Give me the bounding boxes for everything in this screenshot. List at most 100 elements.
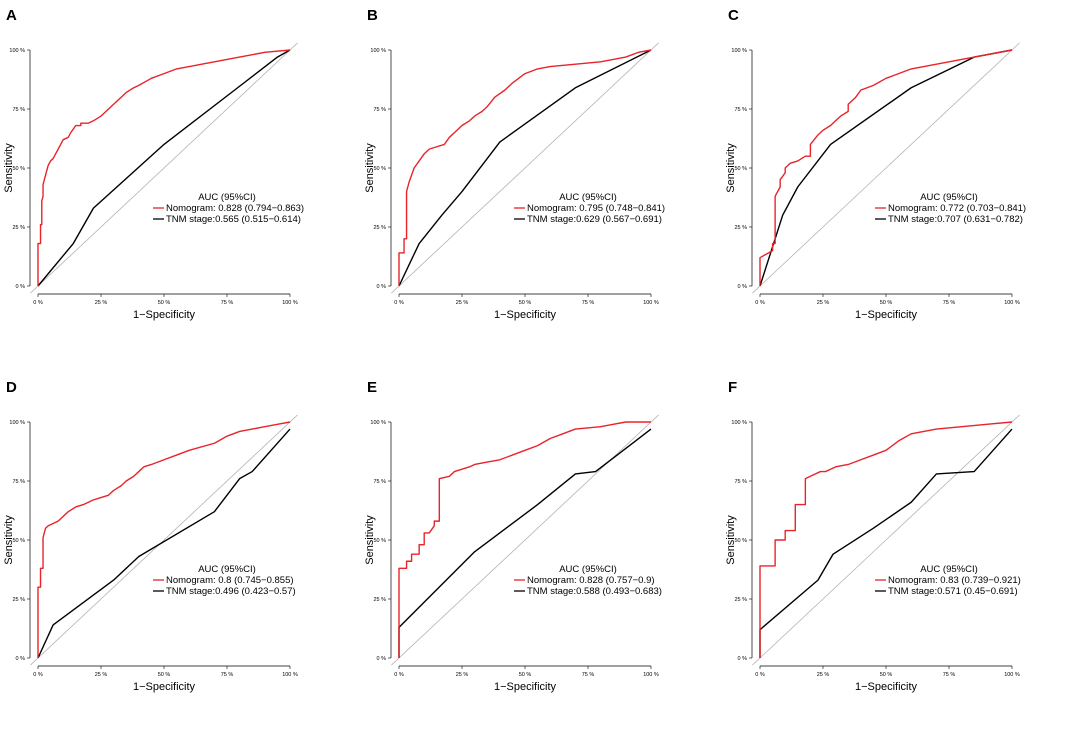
roc-curve-tnm-stage: [759, 49, 1013, 287]
panel-label: D: [6, 379, 17, 396]
roc-curve-tnm-stage: [37, 49, 291, 287]
y-tick-label: 100 %: [731, 48, 747, 54]
x-tick-label: 0 %: [755, 300, 765, 306]
roc-panel-f: F 0 % 0 % 25 % 25 % 50 % 50 % 75 % 75 % 100 % 100 …: [722, 372, 1083, 744]
legend: AUC (95%CI)Nomogram: 0.828 (0.757−0.9)TN…: [514, 564, 662, 597]
legend-entry: TNM stage:0.565 (0.515−0.614): [166, 214, 301, 225]
y-tick-label: 25 %: [373, 225, 386, 231]
legend-entry: Nomogram: 0.828 (0.794−0.863): [166, 203, 304, 214]
x-tick-label: 25 %: [817, 300, 830, 306]
y-tick-label: 0 %: [16, 656, 26, 662]
x-tick-label: 50 %: [519, 300, 532, 306]
roc-chart: B 0 % 0 % 25 % 25 % 50 % 50 % 75 % 75 % 100 % 100 …: [364, 7, 665, 321]
reference-diagonal: [391, 414, 659, 666]
y-tick-label: 100 %: [370, 48, 386, 54]
legend: AUC (95%CI)Nomogram: 0.772 (0.703−0.841)…: [875, 192, 1026, 225]
y-tick-label: 0 %: [377, 656, 387, 662]
y-tick-label: 0 %: [377, 284, 387, 290]
x-tick-label: 50 %: [880, 300, 893, 306]
legend-title: AUC (95%CI): [920, 192, 978, 203]
y-axis-title: Sensitivity: [3, 143, 15, 193]
reference-diagonal: [752, 414, 1020, 666]
x-tick-label: 100 %: [1004, 672, 1020, 678]
x-tick-label: 100 %: [643, 672, 659, 678]
y-tick-label: 75 %: [734, 107, 747, 113]
y-tick-label: 75 %: [734, 479, 747, 485]
x-tick-label: 100 %: [282, 672, 298, 678]
roc-panel-d: D 0 % 0 % 25 % 25 % 50 % 50 % 75 % 75 % 100 % 100 …: [0, 372, 361, 744]
x-tick-label: 25 %: [817, 672, 830, 678]
reference-diagonal: [30, 414, 298, 666]
legend-entry: Nomogram: 0.83 (0.739−0.921): [888, 575, 1021, 586]
legend-entry: Nomogram: 0.795 (0.748−0.841): [527, 203, 665, 214]
y-tick-label: 25 %: [734, 597, 747, 603]
y-tick-label: 25 %: [12, 597, 25, 603]
roc-chart: F 0 % 0 % 25 % 25 % 50 % 50 % 75 % 75 % 100 % 100 …: [725, 379, 1021, 693]
roc-curve-nomogram: [37, 421, 291, 658]
x-tick-label: 75 %: [582, 300, 595, 306]
y-tick-label: 0 %: [16, 284, 26, 290]
x-tick-label: 25 %: [95, 300, 108, 306]
roc-curve-nomogram: [398, 49, 652, 286]
y-axis-title: Sensitivity: [3, 515, 15, 565]
x-tick-label: 0 %: [394, 300, 404, 306]
x-axis-title: 1−Specificity: [133, 309, 196, 321]
y-tick-label: 50 %: [373, 538, 386, 544]
roc-chart: E 0 % 0 % 25 % 25 % 50 % 50 % 75 % 75 % 100 % 100 …: [364, 379, 662, 693]
reference-diagonal: [752, 42, 1020, 294]
x-axis-title: 1−Specificity: [855, 309, 918, 321]
legend-title: AUC (95%CI): [559, 192, 617, 203]
y-tick-label: 100 %: [370, 420, 386, 426]
panel-label: F: [728, 379, 737, 396]
legend-entry: Nomogram: 0.8 (0.745−0.855): [166, 575, 294, 586]
reference-diagonal: [30, 42, 298, 294]
y-tick-label: 75 %: [12, 479, 25, 485]
x-axis-title: 1−Specificity: [494, 681, 557, 693]
roc-chart: C 0 % 0 % 25 % 25 % 50 % 50 % 75 % 75 % 100 % 100 …: [725, 7, 1026, 321]
legend-entry: TNM stage:0.496 (0.423−0.57): [166, 586, 296, 597]
x-tick-label: 50 %: [158, 672, 171, 678]
x-tick-label: 25 %: [456, 300, 469, 306]
y-axis-title: Sensitivity: [725, 143, 737, 193]
roc-panel-b: B 0 % 0 % 25 % 25 % 50 % 50 % 75 % 75 % 100 % 100 …: [361, 0, 722, 372]
roc-chart: D 0 % 0 % 25 % 25 % 50 % 50 % 75 % 75 % 100 % 100 …: [3, 379, 298, 693]
legend-title: AUC (95%CI): [198, 192, 256, 203]
roc-chart: A 0 % 0 % 25 % 25 % 50 % 50 % 75 % 75 % 100 % 100 …: [3, 7, 304, 321]
panel-label: E: [367, 379, 377, 396]
panel-label: B: [367, 7, 378, 24]
y-axis-title: Sensitivity: [725, 515, 737, 565]
legend: AUC (95%CI)Nomogram: 0.795 (0.748−0.841)…: [514, 192, 665, 225]
x-tick-label: 50 %: [519, 672, 532, 678]
x-tick-label: 25 %: [95, 672, 108, 678]
x-axis-title: 1−Specificity: [855, 681, 918, 693]
y-tick-label: 0 %: [738, 284, 748, 290]
legend-entry: TNM stage:0.707 (0.631−0.782): [888, 214, 1023, 225]
y-tick-label: 50 %: [12, 166, 25, 172]
roc-curve-nomogram: [759, 421, 1013, 658]
y-tick-label: 0 %: [738, 656, 748, 662]
legend-title: AUC (95%CI): [920, 564, 978, 575]
roc-panel-e: E 0 % 0 % 25 % 25 % 50 % 50 % 75 % 75 % 100 % 100 …: [361, 372, 722, 744]
legend-entry: Nomogram: 0.828 (0.757−0.9): [527, 575, 655, 586]
x-tick-label: 0 %: [33, 300, 43, 306]
y-tick-label: 50 %: [373, 166, 386, 172]
x-tick-label: 0 %: [755, 672, 765, 678]
x-tick-label: 0 %: [33, 672, 43, 678]
legend: AUC (95%CI)Nomogram: 0.83 (0.739−0.921)T…: [875, 564, 1021, 597]
x-tick-label: 100 %: [1004, 300, 1020, 306]
y-tick-label: 75 %: [12, 107, 25, 113]
roc-curve-tnm-stage: [398, 428, 652, 658]
y-tick-label: 50 %: [12, 538, 25, 544]
x-tick-label: 50 %: [880, 672, 893, 678]
legend-title: AUC (95%CI): [559, 564, 617, 575]
x-tick-label: 75 %: [582, 672, 595, 678]
roc-curve-nomogram: [759, 49, 1013, 286]
legend: AUC (95%CI)Nomogram: 0.828 (0.794−0.863)…: [153, 192, 304, 225]
x-axis-title: 1−Specificity: [494, 309, 557, 321]
y-tick-label: 25 %: [734, 225, 747, 231]
roc-curve-tnm-stage: [398, 49, 652, 287]
x-tick-label: 75 %: [943, 300, 956, 306]
x-tick-label: 75 %: [221, 300, 234, 306]
roc-panel-c: C 0 % 0 % 25 % 25 % 50 % 50 % 75 % 75 % 100 % 100 …: [722, 0, 1083, 372]
